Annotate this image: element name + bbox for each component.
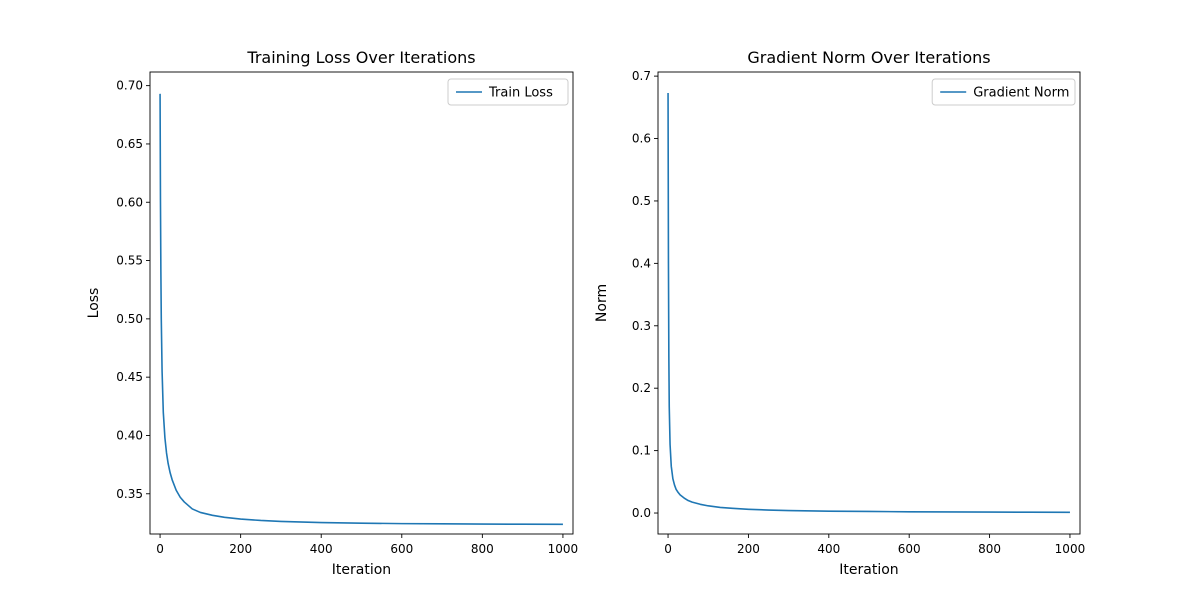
loss-y-tick-label: 0.60: [116, 195, 143, 209]
loss-series-line: [159, 93, 563, 526]
norm-legend-label: Gradient Norm: [973, 86, 1069, 101]
norm-y-tick-label: 0.4: [632, 256, 651, 270]
norm-legend: Gradient Norm: [931, 78, 1076, 106]
norm-y-tick-label: 0.1: [632, 444, 651, 458]
norm-x-tick-label: 400: [817, 542, 840, 556]
loss-y-tick-label: 0.35: [116, 487, 143, 501]
norm-y-tick-label: 0.0: [632, 506, 651, 520]
norm-y-tick-label: 0.7: [632, 69, 651, 83]
loss-x-tick-label: 1000: [548, 542, 579, 556]
norm-x-tick-label: 0: [664, 542, 672, 556]
norm-y-tick-label: 0.2: [632, 381, 651, 395]
norm-x-tick-label: 200: [737, 542, 760, 556]
loss-x-tick-label: 800: [471, 542, 494, 556]
loss-y-tick-label: 0.50: [116, 312, 143, 326]
norm-chart-title: Gradient Norm Over Iterations: [747, 48, 990, 67]
loss-x-tick-label: 200: [229, 542, 252, 556]
loss-x-axis-label: Iteration: [332, 562, 391, 578]
loss-y-tick-label: 0.40: [116, 428, 143, 442]
norm-series-line: [667, 92, 1070, 514]
norm-y-axis-label: Norm: [594, 284, 610, 322]
norm-x-tick-label: 1000: [1055, 542, 1086, 556]
loss-axes-frame: [149, 71, 574, 535]
loss-y-tick-label: 0.45: [116, 370, 143, 384]
norm-legend-box: [931, 78, 1076, 106]
norm-y-tick-label: 0.3: [632, 319, 651, 333]
loss-legend: Train Loss: [447, 78, 569, 106]
norm-y-tick-label: 0.6: [632, 132, 651, 146]
loss-legend-box: [447, 78, 569, 106]
loss-y-axis-label: Loss: [86, 288, 102, 319]
norm-y-tick-label: 0.5: [632, 194, 651, 208]
norm-x-tick-label: 600: [898, 542, 921, 556]
norm-axes-frame: [657, 71, 1081, 535]
loss-y-tick-label: 0.55: [116, 254, 143, 268]
loss-x-tick-label: 0: [156, 542, 164, 556]
loss-x-tick-label: 600: [390, 542, 413, 556]
loss-chart-title: Training Loss Over Iterations: [246, 48, 475, 67]
norm-x-tick-label: 800: [978, 542, 1001, 556]
loss-y-tick-label: 0.65: [116, 137, 143, 151]
loss-x-tick-label: 400: [310, 542, 333, 556]
loss-y-tick-label: 0.70: [116, 79, 143, 93]
loss-legend-label: Train Loss: [488, 86, 553, 101]
norm-x-axis-label: Iteration: [839, 562, 898, 578]
gradient-norm-chart: 0 200 400 600 800 1000 0.0 0.1 0.2 0.3 0.4 0.5 0.6 0.…: [594, 48, 1085, 578]
loss-chart: 0 200 400 600 800 1000 0.35 0.40 0.45 0.50 0.55 0.6…: [86, 48, 578, 578]
